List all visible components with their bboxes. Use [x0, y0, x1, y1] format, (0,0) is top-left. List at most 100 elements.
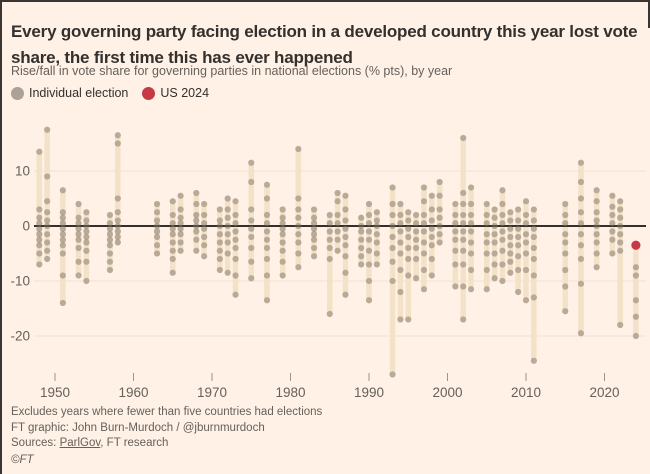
- election-dot: [593, 231, 600, 238]
- election-dot: [420, 250, 428, 257]
- election-dot: [75, 272, 82, 279]
- election-dot: [452, 236, 459, 243]
- x-axis-label: 1970: [197, 385, 227, 400]
- election-dot: [365, 220, 373, 227]
- election-dot: [263, 255, 271, 263]
- election-dot: [44, 255, 51, 263]
- election-dot: [397, 211, 404, 219]
- election-dot: [460, 228, 467, 235]
- election-dot: [201, 253, 208, 260]
- election-dot: [334, 247, 341, 254]
- election-dot: [609, 236, 616, 243]
- election-dot: [295, 264, 302, 271]
- election-dot: [201, 242, 208, 249]
- election-dot: [201, 200, 208, 208]
- election-dot: [201, 220, 208, 227]
- election-dot: [310, 220, 318, 227]
- x-axis-label: 2000: [432, 385, 462, 400]
- election-dot: [153, 222, 161, 230]
- election-dot: [593, 209, 600, 216]
- election-dot: [169, 198, 176, 205]
- election-dot: [632, 264, 640, 271]
- election-dot: [413, 228, 420, 235]
- election-dot: [617, 206, 624, 213]
- election-dot: [522, 220, 530, 227]
- election-dot: [577, 231, 585, 238]
- election-dot: [483, 200, 490, 208]
- election-dot: [452, 261, 459, 268]
- election-dot: [193, 222, 200, 230]
- election-dot: [263, 195, 271, 202]
- election-dot: [413, 236, 420, 243]
- election-dot: [530, 294, 537, 301]
- election-dot: [562, 308, 569, 315]
- election-dot: [169, 211, 176, 219]
- election-dot: [83, 239, 90, 246]
- election-dot: [577, 280, 585, 287]
- x-axis-label: 1950: [40, 385, 70, 400]
- election-dot: [397, 288, 404, 296]
- election-dot: [413, 244, 420, 252]
- parlgov-link[interactable]: ParlGov: [59, 437, 101, 449]
- election-dot: [224, 222, 231, 230]
- election-dot: [428, 192, 435, 199]
- election-dot: [232, 211, 239, 219]
- election-dot: [389, 371, 396, 378]
- election-dot: [397, 228, 404, 235]
- election-dot: [428, 225, 435, 232]
- election-dot: [452, 220, 459, 227]
- x-axis-label: 1990: [354, 385, 384, 400]
- election-dot: [491, 239, 498, 246]
- election-dot: [224, 231, 231, 238]
- election-dot: [389, 233, 396, 241]
- election-dot: [153, 228, 161, 235]
- y-axis-label: 0: [22, 219, 30, 234]
- election-dot: [609, 192, 616, 199]
- election-dot: [577, 159, 585, 166]
- election-dot: [75, 214, 82, 221]
- election-dot: [59, 225, 66, 232]
- election-dot: [201, 211, 208, 219]
- legend-item-us-2024: US 2024: [142, 86, 209, 100]
- election-dot: [83, 228, 90, 235]
- election-dot: [106, 242, 114, 249]
- graphic-credit: FT graphic: John Burn-Murdoch / @jburnmu…: [11, 421, 265, 434]
- election-dot: [515, 266, 522, 274]
- election-dot: [522, 231, 530, 238]
- election-dot: [114, 132, 121, 139]
- election-dot: [483, 239, 490, 246]
- election-dot: [193, 228, 200, 235]
- election-dot: [169, 231, 176, 238]
- election-dot: [507, 269, 514, 276]
- election-dot: [593, 222, 600, 230]
- election-dot: [83, 209, 90, 216]
- election-dot: [248, 159, 255, 166]
- election-dot: [279, 247, 286, 254]
- election-dot: [295, 231, 302, 238]
- election-dot: [522, 211, 530, 219]
- election-dot: [36, 148, 43, 155]
- election-dot: [248, 258, 255, 265]
- election-dot: [83, 233, 90, 241]
- election-dot: [562, 231, 569, 238]
- election-dot: [365, 236, 373, 243]
- election-dot: [36, 236, 43, 243]
- election-dot: [114, 239, 121, 246]
- election-dot: [114, 217, 121, 224]
- election-dot: [436, 231, 443, 238]
- election-dot: [436, 206, 443, 213]
- election-dot: [491, 206, 498, 213]
- election-dot: [216, 239, 223, 246]
- election-dot: [507, 209, 514, 216]
- election-dot: [36, 242, 43, 249]
- election-dot: [36, 225, 43, 232]
- election-dot: [358, 236, 365, 243]
- election-dot: [114, 140, 121, 147]
- election-dot: [153, 217, 161, 224]
- election-dot: [193, 217, 200, 224]
- election-dot: [499, 277, 506, 285]
- election-dot: [405, 225, 412, 232]
- election-dot: [342, 225, 349, 232]
- election-dot: [499, 228, 506, 235]
- election-dot: [428, 217, 435, 224]
